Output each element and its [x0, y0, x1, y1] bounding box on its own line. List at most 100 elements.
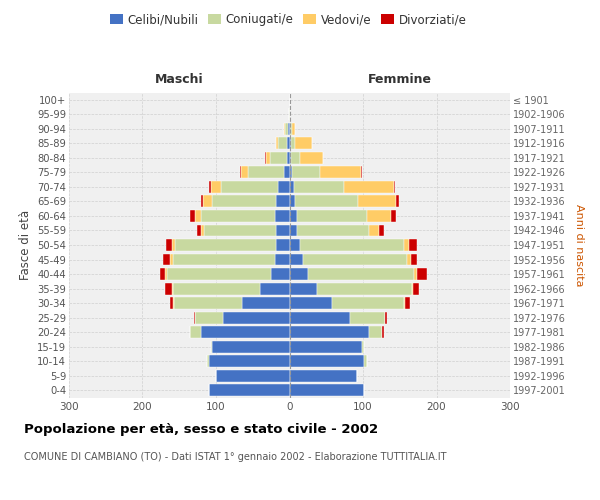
Bar [284, 166, 290, 178]
Bar [276, 224, 290, 236]
Bar [412, 282, 413, 294]
Bar [276, 138, 278, 149]
Bar [290, 268, 308, 280]
Bar [317, 282, 412, 294]
Bar [166, 239, 172, 251]
Text: COMUNE DI CAMBIANO (TO) - Dati ISTAT 1° gennaio 2002 - Elaborazione TUTTITALIA.I: COMUNE DI CAMBIANO (TO) - Dati ISTAT 1° … [24, 452, 446, 462]
Bar [240, 166, 241, 178]
Bar [202, 326, 290, 338]
Bar [223, 312, 290, 324]
Bar [394, 181, 395, 193]
Bar [290, 297, 332, 309]
Bar [197, 224, 200, 236]
Text: Popolazione per età, sesso e stato civile - 2002: Popolazione per età, sesso e stato civil… [24, 422, 378, 436]
Y-axis label: Anni di nascita: Anni di nascita [574, 204, 584, 286]
Bar [278, 181, 290, 193]
Bar [200, 224, 204, 236]
Bar [164, 282, 172, 294]
Bar [190, 326, 202, 338]
Bar [358, 196, 396, 207]
Bar [297, 224, 369, 236]
Bar [291, 152, 300, 164]
Bar [295, 138, 311, 149]
Text: Maschi: Maschi [155, 74, 203, 86]
Bar [209, 384, 290, 396]
Bar [409, 239, 416, 251]
Bar [303, 254, 407, 266]
Bar [203, 196, 212, 207]
Bar [290, 138, 291, 149]
Bar [284, 123, 285, 135]
Bar [207, 355, 209, 367]
Bar [413, 282, 419, 294]
Bar [190, 210, 196, 222]
Y-axis label: Fasce di età: Fasce di età [19, 210, 32, 280]
Bar [271, 268, 290, 280]
Bar [300, 152, 323, 164]
Bar [405, 297, 410, 309]
Bar [163, 254, 170, 266]
Bar [275, 254, 290, 266]
Bar [367, 210, 391, 222]
Bar [194, 312, 196, 324]
Bar [385, 312, 387, 324]
Bar [290, 282, 317, 294]
Bar [407, 254, 411, 266]
Bar [170, 254, 173, 266]
Bar [344, 181, 394, 193]
Bar [297, 210, 367, 222]
Text: Femmine: Femmine [368, 74, 432, 86]
Bar [211, 181, 221, 193]
Bar [196, 210, 202, 222]
Bar [290, 123, 292, 135]
Bar [174, 297, 242, 309]
Bar [364, 355, 367, 367]
Bar [300, 239, 404, 251]
Bar [416, 268, 427, 280]
Bar [173, 254, 275, 266]
Bar [382, 326, 383, 338]
Bar [362, 340, 364, 352]
Bar [287, 138, 290, 149]
Bar [276, 239, 290, 251]
Bar [175, 239, 276, 251]
Bar [369, 326, 382, 338]
Bar [173, 297, 174, 309]
Bar [404, 239, 409, 251]
Bar [170, 297, 173, 309]
Bar [265, 152, 266, 164]
Bar [290, 239, 300, 251]
Bar [291, 138, 295, 149]
Bar [242, 297, 290, 309]
Bar [350, 312, 385, 324]
Legend: Celibi/Nubili, Coniugati/e, Vedovi/e, Divorziati/e: Celibi/Nubili, Coniugati/e, Vedovi/e, Di… [105, 8, 471, 31]
Bar [172, 239, 175, 251]
Bar [292, 123, 295, 135]
Bar [285, 123, 288, 135]
Bar [211, 340, 212, 352]
Bar [290, 254, 303, 266]
Bar [290, 166, 292, 178]
Bar [320, 166, 361, 178]
Bar [292, 166, 320, 178]
Bar [290, 384, 364, 396]
Bar [276, 196, 290, 207]
Bar [275, 210, 290, 222]
Bar [290, 224, 297, 236]
Bar [369, 224, 379, 236]
Bar [290, 196, 295, 207]
Bar [216, 370, 290, 382]
Bar [271, 152, 287, 164]
Bar [288, 123, 290, 135]
Bar [415, 268, 416, 280]
Bar [202, 210, 275, 222]
Bar [160, 268, 164, 280]
Bar [164, 268, 167, 280]
Bar [396, 196, 399, 207]
Bar [209, 181, 211, 193]
Bar [295, 196, 358, 207]
Bar [248, 166, 284, 178]
Bar [289, 108, 290, 120]
Bar [209, 355, 290, 367]
Bar [167, 268, 271, 280]
